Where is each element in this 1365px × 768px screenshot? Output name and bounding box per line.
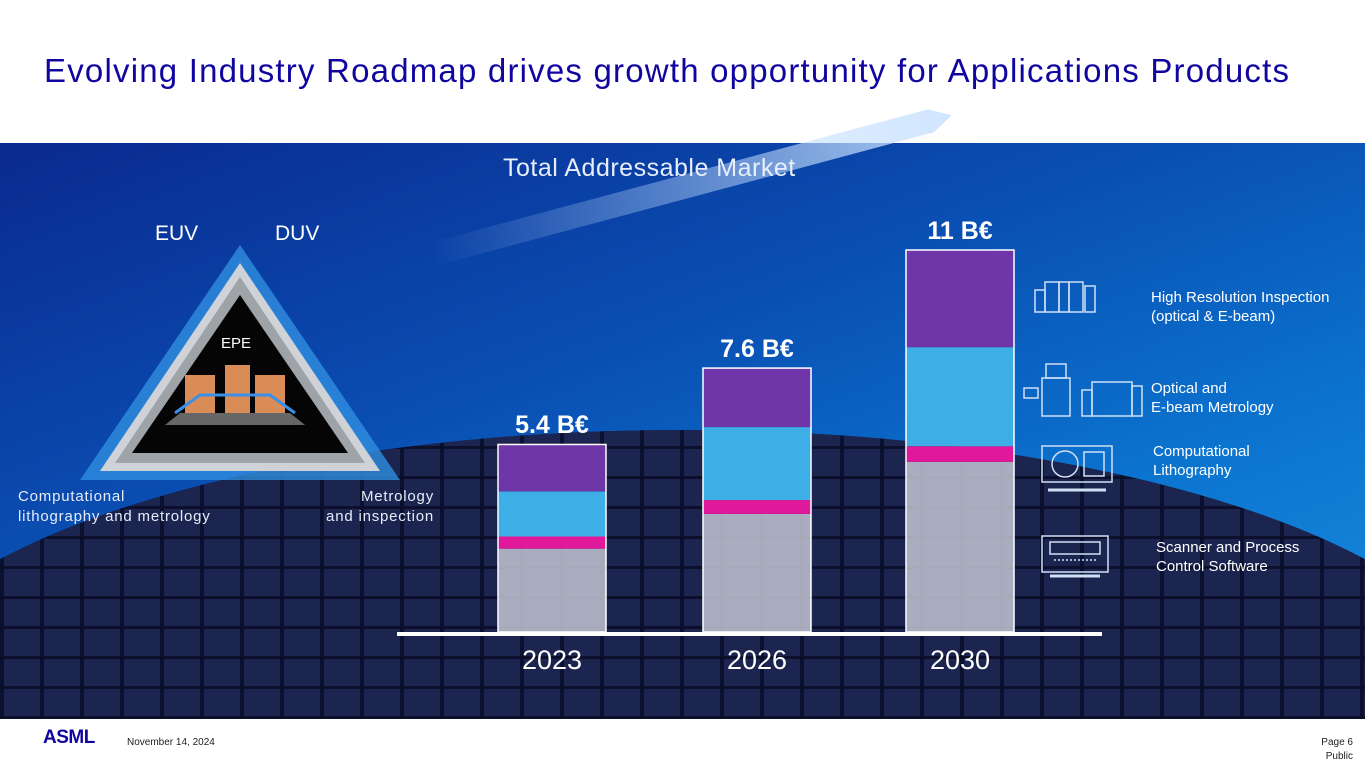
page-number: Page 6 <box>1321 737 1353 748</box>
bar-outline-2023 <box>497 443 607 633</box>
x-tick-2026: 2026 <box>726 645 788 675</box>
bar-segment-2026-3 <box>703 368 811 428</box>
duv-label: DUV <box>275 222 320 245</box>
total-label-2026: 7.6 B€ <box>720 335 794 364</box>
bar-segment-2023-1 <box>498 536 606 549</box>
bar-segment-2026-1 <box>703 500 811 514</box>
euv-label: EUV <box>155 222 199 245</box>
computational-lithography-metrology-label: Computational lithography and metrology <box>18 488 211 525</box>
total-label-2023: 5.4 B€ <box>515 411 589 440</box>
bar-segment-2030-0 <box>906 461 1014 632</box>
legend-metrology: Optical and E-beam Metrology <box>1151 380 1274 416</box>
x-tick-2023: 2023 <box>521 645 583 675</box>
bar-segment-2023-3 <box>498 444 606 492</box>
epe-triangle-graphic <box>80 245 400 480</box>
inspection-tool-icon <box>1034 281 1096 313</box>
chart-panel <box>0 143 1365 719</box>
asml-logo: ASML <box>43 727 95 748</box>
legend-computational-lithography: Computational Lithography <box>1153 443 1250 479</box>
bar-segment-2026-0 <box>703 513 811 632</box>
legend-scanner-software: Scanner and Process Control Software <box>1156 539 1300 575</box>
bar-segment-2023-2 <box>498 491 606 537</box>
scanner-software-icon <box>1041 535 1109 578</box>
classification: Public <box>1325 751 1353 762</box>
total-label-2030: 11 B€ <box>927 217 993 245</box>
metrology-inspection-label: Metrology and inspection <box>326 488 434 525</box>
epe-label: EPE <box>221 335 252 352</box>
bar-outline-2026 <box>702 367 812 633</box>
slide-title: Evolving Industry Roadmap drives growth … <box>44 52 1291 89</box>
computational-lithography-icon <box>1041 445 1113 492</box>
metrology-tool-icon <box>1023 363 1143 417</box>
bar-segment-2030-3 <box>906 250 1014 348</box>
x-tick-2030: 2030 <box>929 645 991 675</box>
bar-outline-2030 <box>905 249 1015 633</box>
bar-segment-2026-2 <box>703 427 811 501</box>
legend-inspection: High Resolution Inspection (optical & E-… <box>1151 289 1330 325</box>
bar-segment-2023-0 <box>498 548 606 632</box>
chart-title: Total Addressable Market <box>503 154 796 182</box>
bar-segment-2030-2 <box>906 347 1014 447</box>
footer-date: November 14, 2024 <box>127 737 215 748</box>
bar-segment-2030-1 <box>906 446 1014 462</box>
